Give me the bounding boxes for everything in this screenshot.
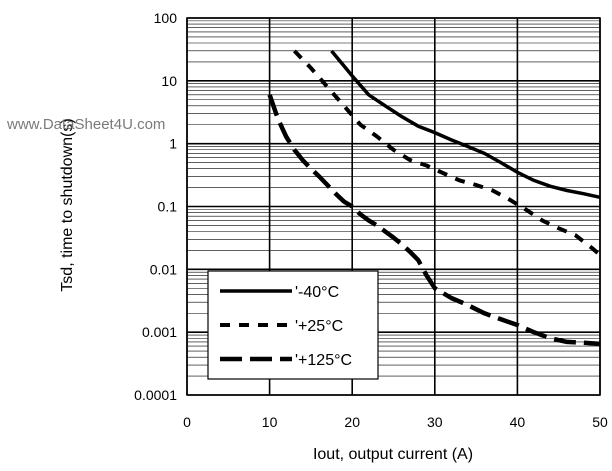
x-tick-label: 20 — [344, 414, 360, 430]
y-tick-label: 100 — [154, 10, 178, 26]
x-tick-label: 50 — [592, 414, 608, 430]
legend: '-40°C '+25°C '+125°C — [207, 270, 379, 380]
series-line-2 — [267, 94, 601, 347]
y-tick-label: 1 — [169, 136, 177, 152]
legend-label-minus40: '-40°C — [295, 284, 339, 301]
series-lines — [267, 49, 602, 347]
legend-label-plus125: '+125°C — [295, 352, 352, 369]
y-tick-label: 0.01 — [150, 261, 177, 277]
y-tick-label: 0.1 — [158, 199, 178, 215]
watermark: www.DataSheet4U.com — [6, 116, 165, 133]
x-tick-label: 30 — [427, 414, 443, 430]
series-line-1 — [292, 49, 602, 257]
y-tick-label: 0.001 — [142, 324, 177, 340]
x-tick-label: 40 — [510, 414, 526, 430]
y-axis-label: Tsd, time to shutdown(s) — [59, 118, 76, 291]
legend-label-plus25: '+25°C — [295, 318, 343, 335]
plot-area-frame — [186, 17, 601, 396]
tick-labels: 0.0001 0.001 0.01 0.1 1 10 100 0 10 20 30 40 50 — [134, 10, 608, 430]
legend-box — [207, 270, 379, 380]
y-tick-label: 0.0001 — [134, 387, 177, 403]
x-axis-label: Iout, output current (A) — [313, 446, 473, 463]
x-tick-label: 0 — [183, 414, 191, 430]
series-line-0 — [330, 49, 601, 200]
y-tick-label: 10 — [161, 73, 177, 89]
x-tick-label: 10 — [262, 414, 278, 430]
